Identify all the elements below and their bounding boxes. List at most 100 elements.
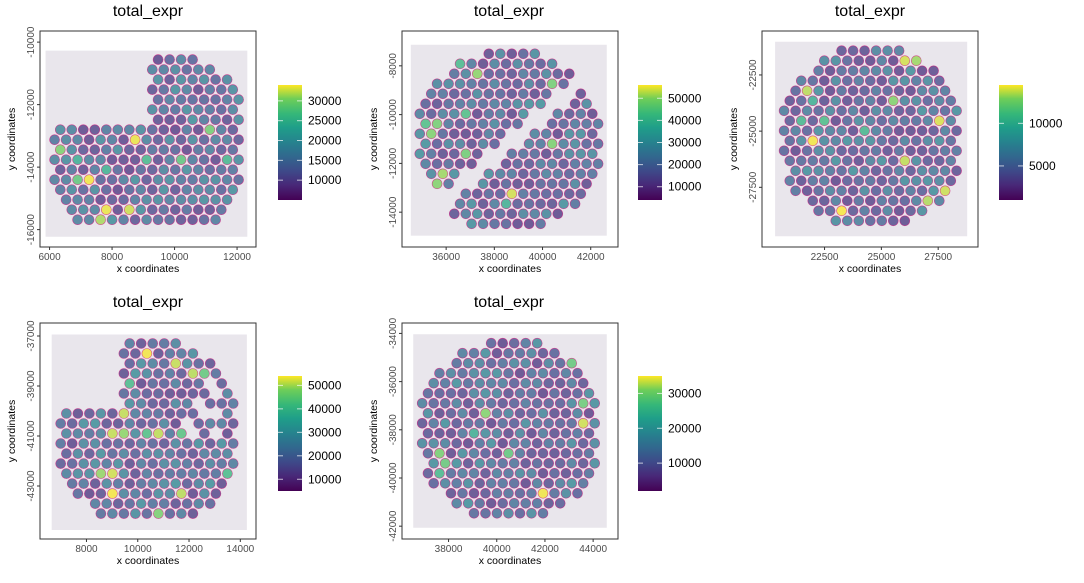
spot: [554, 437, 566, 449]
spot: [818, 75, 830, 87]
spot: [512, 78, 523, 90]
spot: [141, 488, 153, 499]
spot: [933, 115, 945, 127]
spot: [485, 397, 497, 409]
spot: [66, 124, 78, 135]
spot: [451, 477, 463, 489]
spot: [158, 418, 170, 429]
spot: [431, 98, 443, 110]
panel-title: total_expr: [474, 3, 545, 20]
spot: [181, 478, 193, 489]
spot: [187, 94, 198, 105]
spot: [428, 377, 440, 389]
spot: [176, 408, 187, 419]
spot: [503, 407, 514, 419]
spot: [112, 204, 124, 215]
spot: [813, 205, 824, 217]
spot: [549, 427, 560, 439]
spot: [158, 498, 170, 509]
spot: [210, 194, 221, 205]
spot: [153, 388, 164, 399]
spot: [101, 204, 112, 215]
spot: [227, 398, 239, 409]
spot: [813, 85, 824, 97]
spot: [66, 478, 78, 489]
spot: [233, 94, 244, 105]
spot: [431, 78, 443, 90]
plot-frame: [401, 322, 619, 540]
spot: [78, 124, 89, 135]
spot: [181, 104, 193, 115]
spot: [95, 134, 106, 145]
spot: [445, 387, 457, 399]
spot: [176, 488, 187, 499]
spot: [506, 148, 518, 160]
spot: [784, 115, 796, 127]
spot: [847, 45, 859, 57]
spot: [910, 175, 922, 187]
spot: [468, 427, 480, 439]
spot: [434, 367, 445, 379]
spot: [535, 58, 546, 70]
spot: [939, 145, 951, 157]
spot: [118, 448, 130, 459]
spot: [425, 108, 437, 120]
spot: [106, 154, 118, 165]
spot: [477, 78, 489, 90]
spot: [462, 377, 474, 389]
spot: [112, 458, 124, 469]
spot: [870, 145, 882, 157]
spot: [489, 178, 500, 190]
spot: [526, 487, 537, 499]
spot: [887, 195, 899, 207]
spot: [531, 437, 543, 449]
spot: [508, 417, 520, 429]
spot: [807, 195, 819, 207]
spot: [84, 468, 95, 479]
spot: [175, 154, 187, 165]
spot: [462, 437, 474, 449]
spot: [72, 174, 83, 185]
spot: [233, 114, 244, 125]
spot: [78, 418, 89, 429]
spot: [445, 447, 457, 459]
spot: [187, 54, 198, 65]
spot: [216, 478, 227, 489]
spot: [443, 118, 454, 130]
spot: [807, 175, 819, 187]
spot: [199, 448, 210, 459]
spot: [448, 68, 460, 80]
colorbar-label: 50000: [668, 91, 702, 105]
spot: [572, 487, 583, 499]
spot: [457, 487, 468, 499]
y-axis-label: y coordinates: [6, 400, 18, 462]
spot: [859, 205, 870, 217]
spot: [130, 428, 141, 439]
spot: [529, 168, 541, 180]
spot: [474, 437, 486, 449]
spot: [83, 214, 95, 225]
spot: [425, 128, 437, 140]
spot: [199, 368, 210, 379]
spot: [141, 388, 153, 399]
spot: [175, 194, 187, 205]
spot: [882, 45, 893, 57]
spot: [535, 138, 546, 150]
spot: [517, 88, 529, 100]
spot: [210, 488, 222, 499]
x-tick-label: 40000: [483, 544, 511, 555]
spot: [60, 194, 72, 205]
spot: [535, 78, 546, 90]
spot: [118, 348, 130, 359]
spot: [853, 155, 865, 167]
spot: [107, 508, 118, 519]
spot: [124, 184, 135, 195]
spot: [543, 477, 555, 489]
spot: [592, 158, 604, 170]
spot: [540, 148, 552, 160]
spot: [945, 175, 957, 187]
spot: [72, 154, 83, 165]
spot: [425, 168, 437, 180]
spot: [175, 54, 187, 65]
spot: [129, 214, 141, 225]
